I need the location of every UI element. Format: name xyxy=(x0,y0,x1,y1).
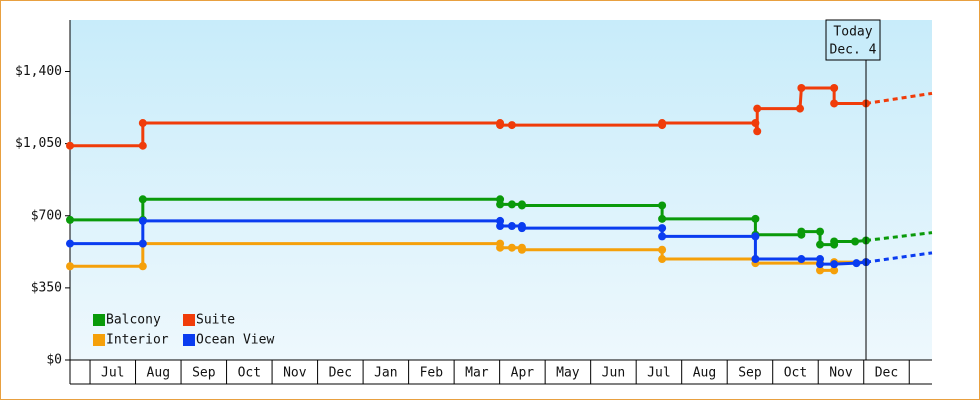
price-point xyxy=(507,222,516,231)
today-label: Today xyxy=(833,25,872,40)
today-box xyxy=(825,19,881,61)
y-tick-label: $350 xyxy=(31,280,62,295)
price-point xyxy=(507,121,516,130)
x-tick-label: May xyxy=(556,366,580,381)
legend-swatch xyxy=(183,334,195,346)
x-tick-label: Oct xyxy=(238,366,261,381)
price-point xyxy=(658,201,667,210)
forecast-line xyxy=(865,231,933,242)
price-point xyxy=(751,214,760,223)
price-point xyxy=(138,216,147,225)
x-tick-label: Dec xyxy=(875,366,898,381)
plot-area xyxy=(70,20,932,360)
price-point xyxy=(753,104,762,113)
price-point xyxy=(816,240,825,249)
price-point xyxy=(496,121,505,130)
price-point xyxy=(496,200,505,209)
price-point xyxy=(517,224,526,233)
price-point xyxy=(830,237,839,246)
y-tick-label: $1,050 xyxy=(15,136,62,151)
price-point xyxy=(658,232,667,241)
price-point xyxy=(66,239,74,248)
legend-label: Ocean View xyxy=(196,333,274,348)
y-tick-label: $0 xyxy=(46,353,62,368)
price-point xyxy=(797,255,806,264)
price-point xyxy=(496,222,505,231)
x-tick-label: Jul xyxy=(647,366,670,381)
price-point xyxy=(852,259,861,268)
x-tick-label: Jul xyxy=(101,366,124,381)
legend-label: Suite xyxy=(196,313,235,328)
x-tick-label: Aug xyxy=(693,366,716,381)
legend-label: Interior xyxy=(106,333,169,348)
price-point xyxy=(507,243,516,252)
price-point xyxy=(658,245,667,254)
x-tick-label: Nov xyxy=(283,366,307,381)
legend-swatch xyxy=(183,314,195,326)
price-point xyxy=(751,119,760,128)
price-point xyxy=(507,200,516,209)
price-point xyxy=(138,262,147,271)
price-point xyxy=(658,255,667,264)
today-date: Dec. 4 xyxy=(830,43,877,58)
price-point xyxy=(830,84,839,92)
price-point xyxy=(797,227,806,236)
forecast-line xyxy=(865,251,933,264)
legend-swatch xyxy=(93,334,105,346)
x-tick-label: Jun xyxy=(602,366,625,381)
x-tick-label: Jan xyxy=(374,366,397,381)
price-point xyxy=(66,141,74,150)
price-point xyxy=(138,141,147,150)
price-point xyxy=(658,119,667,128)
y-tick-label: $1,400 xyxy=(15,64,62,79)
price-point xyxy=(751,232,760,241)
x-tick-label: Feb xyxy=(420,366,444,381)
price-point xyxy=(138,195,147,204)
price-line xyxy=(70,86,867,148)
x-tick-label: Nov xyxy=(829,366,853,381)
x-tick-label: Sep xyxy=(192,366,216,381)
price-point xyxy=(517,201,526,210)
x-tick-label: Sep xyxy=(738,366,762,381)
price-point xyxy=(66,262,74,271)
price-point xyxy=(658,224,667,233)
price-point xyxy=(830,99,839,108)
price-point xyxy=(753,127,762,136)
price-point xyxy=(138,119,147,128)
price-point xyxy=(658,214,667,223)
price-point xyxy=(830,266,839,275)
price-point xyxy=(66,215,74,224)
price-point xyxy=(797,84,806,92)
x-tick-label: Dec xyxy=(329,366,352,381)
price-point xyxy=(138,239,147,248)
price-point xyxy=(851,237,860,246)
x-tick-label: Oct xyxy=(784,366,807,381)
forecast-line xyxy=(865,91,933,105)
price-point xyxy=(751,255,760,264)
price-point xyxy=(816,260,825,269)
legend-swatch xyxy=(93,314,105,326)
price-point xyxy=(796,104,805,113)
price-point xyxy=(816,266,825,275)
price-point xyxy=(830,260,839,269)
x-tick-label: Apr xyxy=(511,366,535,381)
price-point xyxy=(816,227,825,236)
x-tick-label: Aug xyxy=(147,366,170,381)
y-tick-label: $700 xyxy=(31,208,62,223)
price-point xyxy=(517,245,526,254)
price-point xyxy=(496,243,505,252)
legend-label: Balcony xyxy=(106,313,161,328)
x-tick-label: Mar xyxy=(465,366,489,381)
